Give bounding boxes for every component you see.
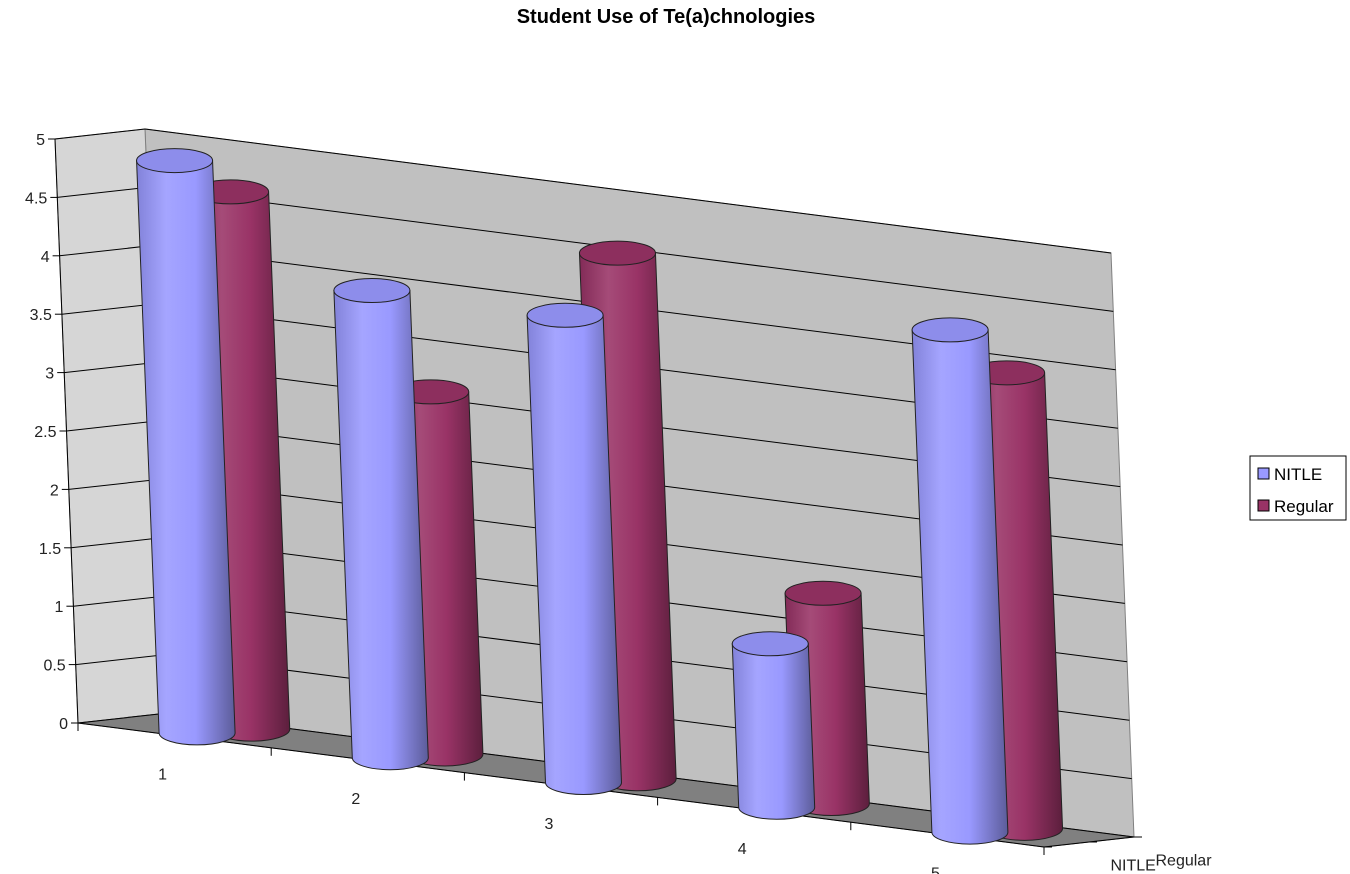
- bar-nitle-3: [526, 302, 623, 795]
- y-tick-label: 3: [45, 366, 54, 383]
- cylinder-body: [526, 314, 623, 795]
- legend-swatch: [1257, 467, 1270, 480]
- cylinder-top: [136, 148, 214, 174]
- x-tick-label: 4: [738, 841, 747, 858]
- bars: [136, 148, 1064, 845]
- y-tick-label: 0.5: [43, 658, 65, 675]
- bar-nitle-4: [731, 631, 816, 820]
- y-tick-label: 4: [41, 249, 50, 266]
- y-tick-label: 0: [59, 716, 68, 733]
- y-tick-label: 1.5: [39, 541, 61, 558]
- x-tick-label: 3: [545, 816, 554, 833]
- chart-title: Student Use of Te(a)chnologies: [516, 6, 816, 28]
- y-tick-label: 2: [50, 482, 59, 499]
- cylinder-top: [731, 631, 809, 657]
- y-tick-label: 5: [36, 132, 45, 149]
- x-tick-label: 2: [351, 791, 360, 808]
- gridline: [54, 128, 1112, 254]
- bar-nitle-2: [333, 278, 429, 771]
- y-axis: [54, 138, 79, 724]
- cylinder-top: [526, 302, 604, 328]
- x-tick-label: 1: [158, 766, 167, 783]
- cylinder-top: [578, 240, 656, 266]
- cylinder-body: [136, 160, 236, 746]
- bar-nitle-5: [911, 317, 1009, 845]
- cylinder-body: [731, 643, 816, 820]
- depth-tick-label: NITLE: [1111, 858, 1156, 874]
- y-tick-label: 4.5: [25, 190, 47, 207]
- legend-label: Regular: [1274, 497, 1334, 516]
- legend: NITLE Regular: [1249, 455, 1347, 521]
- cylinder-body: [333, 290, 429, 771]
- legend-label: NITLE: [1274, 465, 1322, 484]
- y-tick-label: 2.5: [34, 424, 56, 441]
- y-tick-label: 1: [54, 599, 63, 616]
- cylinder-body: [911, 329, 1009, 845]
- legend-swatch: [1257, 499, 1270, 512]
- bar-nitle-1: [136, 148, 236, 746]
- y-tick-label: 3.5: [30, 307, 52, 324]
- cylinder-top: [784, 580, 862, 606]
- x-tick-label: 5: [931, 866, 940, 874]
- cylinder-top: [333, 278, 411, 303]
- cylinder-top: [911, 317, 989, 343]
- depth-tick-label: Regular: [1156, 853, 1213, 870]
